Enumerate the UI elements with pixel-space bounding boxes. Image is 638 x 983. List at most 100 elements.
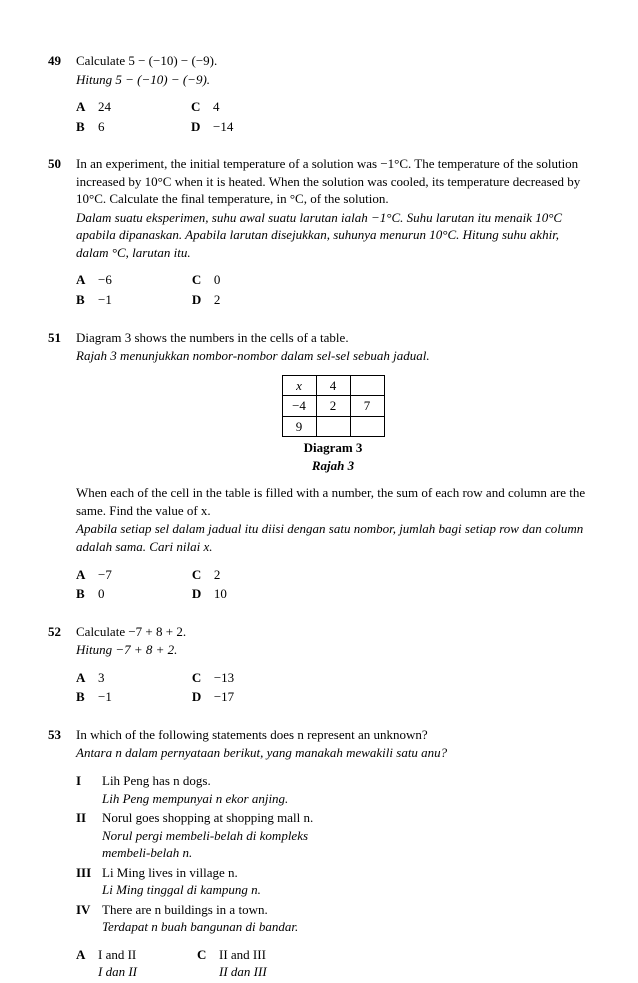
option-letter: B (76, 585, 98, 603)
statement-ms: Norul pergi membeli-belah di kompleks me… (102, 827, 322, 862)
table-cell (316, 416, 350, 437)
option-value: −14 (213, 118, 233, 136)
option-letter: C (192, 669, 214, 687)
diagram-3: x 4 −4 2 7 9 Diagram 3 Rajah 3 (76, 375, 590, 475)
options-col-right: C II and III II dan III (197, 946, 267, 981)
statement-num: III (76, 864, 102, 899)
options-col-right: C−13 D−17 (192, 669, 234, 706)
option-letter: C (191, 98, 213, 116)
question-text-ms: Rajah 3 menunjukkan nombor-nombor dalam … (76, 347, 590, 365)
option-c: C2 (192, 566, 227, 584)
question-51: 51 Diagram 3 shows the numbers in the ce… (48, 329, 590, 605)
question-49: 49 Calculate 5 − (−10) − (−9). Hitung 5 … (48, 52, 590, 137)
question-text-en: Diagram 3 shows the numbers in the cells… (76, 329, 590, 347)
table-cell (350, 416, 384, 437)
option-letter: C (197, 946, 219, 981)
option-a: A−7 (76, 566, 112, 584)
option-value: −6 (98, 271, 112, 289)
question-52: 52 Calculate −7 + 8 + 2. Hitung −7 + 8 +… (48, 623, 590, 708)
option-c: C−13 (192, 669, 234, 687)
table-cell: 9 (282, 416, 316, 437)
option-letter: A (76, 946, 98, 981)
question-text-ms: Hitung −7 + 8 + 2. (76, 641, 590, 659)
option-value: 3 (98, 669, 105, 687)
option-value-wrap: I and II I dan II (98, 946, 137, 981)
statement-en: Li Ming lives in village n. (102, 864, 590, 882)
option-c: C0 (192, 271, 221, 289)
option-letter: A (76, 669, 98, 687)
options-group: A−6 B−1 C0 D2 (76, 271, 590, 308)
option-value-en: I and II (98, 947, 136, 962)
statement-num: I (76, 772, 102, 807)
option-value: 6 (98, 118, 105, 136)
option-letter: D (192, 585, 214, 603)
table-cell: 2 (316, 396, 350, 417)
question-50: 50 In an experiment, the initial tempera… (48, 155, 590, 310)
question-53: 53 In which of the following statements … (48, 726, 590, 983)
option-b: B6 (76, 118, 111, 136)
question-text-ms: Hitung 5 − (−10) − (−9). (76, 71, 590, 89)
option-value-wrap: II and III II dan III (219, 946, 267, 981)
table-cell: x (282, 375, 316, 396)
option-c: C II and III II dan III (197, 946, 267, 981)
option-letter: C (192, 271, 214, 289)
options-col-right: C2 D10 (192, 566, 227, 603)
question-text-en: In which of the following statements doe… (76, 726, 590, 744)
question-text-ms: Dalam suatu eksperimen, suhu awal suatu … (76, 209, 590, 262)
statement-en: There are n buildings in a town. (102, 901, 590, 919)
table-cell: 7 (350, 396, 384, 417)
statements-list: I Lih Peng has n dogs. Lih Peng mempunya… (76, 772, 590, 936)
option-value: 2 (214, 566, 221, 584)
option-value: −13 (214, 669, 234, 687)
statement-iii: III Li Ming lives in village n. Li Ming … (76, 864, 590, 899)
question-body: In an experiment, the initial temperatur… (76, 155, 590, 310)
statement-iv: IV There are n buildings in a town. Terd… (76, 901, 590, 936)
question-text-en: In an experiment, the initial temperatur… (76, 155, 590, 208)
option-value: 0 (98, 585, 105, 603)
option-value: −7 (98, 566, 112, 584)
option-b: B0 (76, 585, 112, 603)
question-number: 52 (48, 623, 76, 708)
followup-text-en: When each of the cell in the table is fi… (76, 484, 590, 519)
option-b: B−1 (76, 688, 112, 706)
statement-ms: Lih Peng mempunyai n ekor anjing. (102, 790, 590, 808)
option-value: 0 (214, 271, 221, 289)
table-cell (350, 375, 384, 396)
option-letter: A (76, 271, 98, 289)
option-value-ms: II dan III (219, 964, 267, 979)
option-letter: A (76, 566, 98, 584)
option-value: −1 (98, 688, 112, 706)
options-col-right: C0 D2 (192, 271, 221, 308)
statement-body: Lih Peng has n dogs. Lih Peng mempunyai … (102, 772, 590, 807)
options-col-left: A−6 B−1 (76, 271, 112, 308)
question-body: Diagram 3 shows the numbers in the cells… (76, 329, 590, 605)
option-value-ms: I dan II (98, 964, 137, 979)
statement-ms: Terdapat n buah bangunan di bandar. (102, 918, 590, 936)
option-d: D10 (192, 585, 227, 603)
statement-num: IV (76, 901, 102, 936)
table-cell: −4 (282, 396, 316, 417)
option-d: D2 (192, 291, 221, 309)
statement-body: There are n buildings in a town. Terdapa… (102, 901, 590, 936)
options-col-left: A−7 B0 (76, 566, 112, 603)
option-value: 2 (214, 291, 221, 309)
diagram-label-en: Diagram 3 (304, 439, 363, 457)
option-a: A−6 (76, 271, 112, 289)
option-letter: D (191, 118, 213, 136)
option-c: C4 (191, 98, 233, 116)
option-value: 10 (214, 585, 227, 603)
statement-body: Norul goes shopping at shopping mall n. … (102, 809, 590, 862)
question-number: 51 (48, 329, 76, 605)
question-text-ms: Antara n dalam pernyataan berikut, yang … (76, 744, 590, 762)
options-col-right: C4 D−14 (191, 98, 233, 135)
option-letter: B (76, 688, 98, 706)
question-number: 50 (48, 155, 76, 310)
option-letter: B (76, 291, 98, 309)
table-cell: 4 (316, 375, 350, 396)
statement-ii: II Norul goes shopping at shopping mall … (76, 809, 590, 862)
option-letter: D (192, 291, 214, 309)
statement-en: Norul goes shopping at shopping mall n. (102, 809, 590, 827)
option-value: 4 (213, 98, 220, 116)
statement-en: Lih Peng has n dogs. (102, 772, 590, 790)
question-text-en: Calculate −7 + 8 + 2. (76, 623, 590, 641)
